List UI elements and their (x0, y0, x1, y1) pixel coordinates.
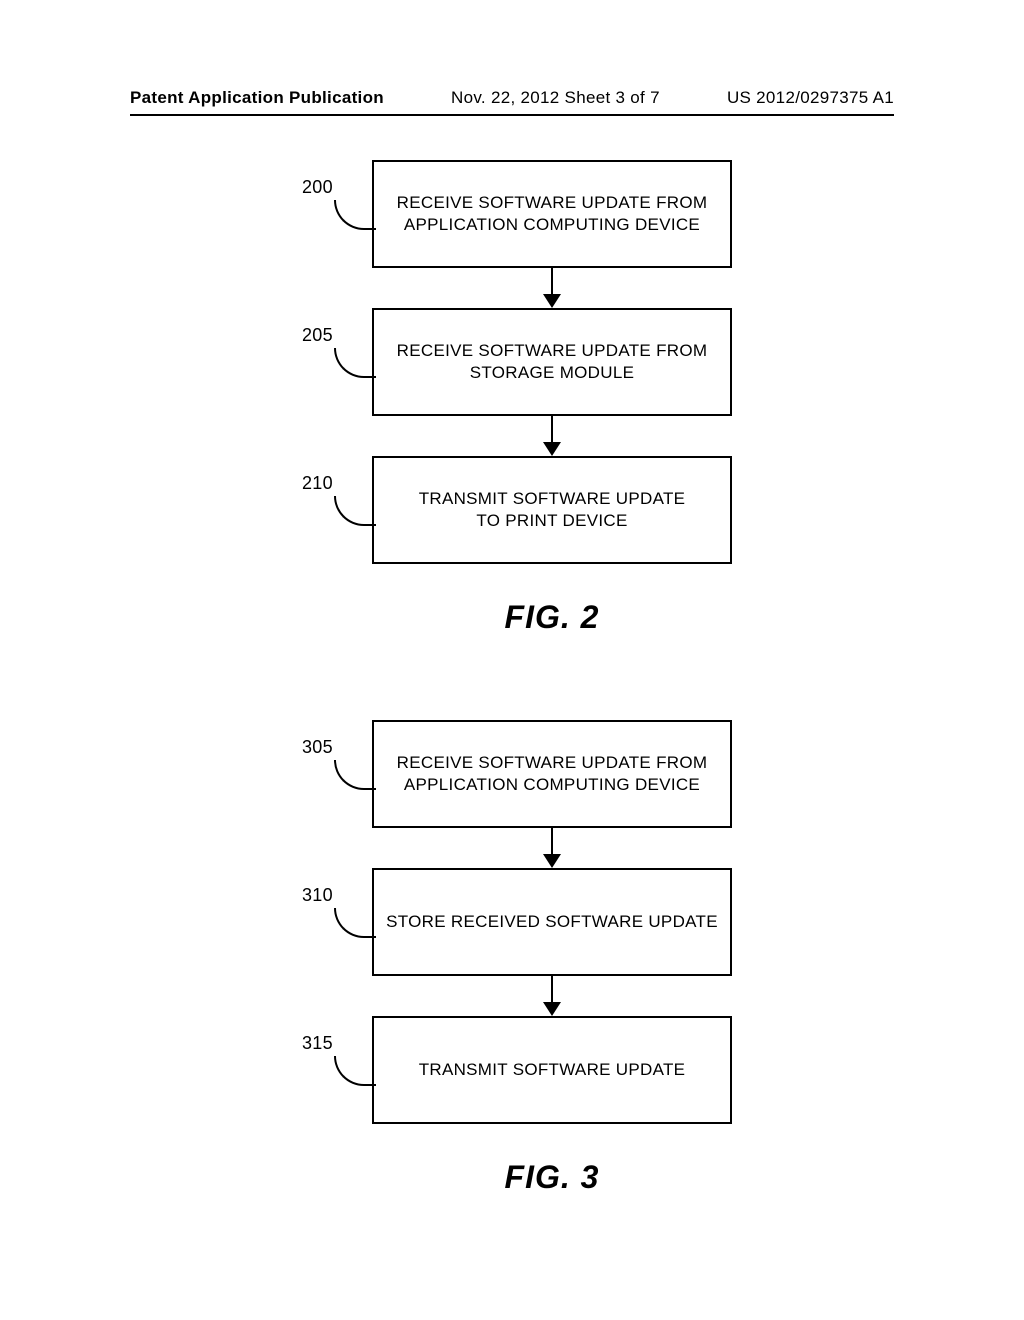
flowchart-box-310: 310 STORE RECEIVED SOFTWARE UPDATE (372, 868, 732, 976)
arrow-head-icon (543, 1002, 561, 1016)
flowchart-box-205: 205 RECEIVE SOFTWARE UPDATE FROM STORAGE… (372, 308, 732, 416)
label-connector (334, 760, 376, 790)
box-text: RECEIVE SOFTWARE UPDATE FROM APPLICATION… (397, 192, 708, 236)
figure-3: 305 RECEIVE SOFTWARE UPDATE FROM APPLICA… (292, 720, 732, 1196)
page-header: Patent Application Publication Nov. 22, … (0, 88, 1024, 108)
figure-2: 200 RECEIVE SOFTWARE UPDATE FROM APPLICA… (292, 160, 732, 636)
label-connector (334, 200, 376, 230)
box-label: 305 (302, 736, 333, 759)
header-divider (130, 114, 894, 116)
arrow-head-icon (543, 442, 561, 456)
box-label: 210 (302, 472, 333, 495)
flowchart-arrow (372, 828, 732, 868)
box-text: STORE RECEIVED SOFTWARE UPDATE (386, 911, 718, 933)
flowchart-box-315: 315 TRANSMIT SOFTWARE UPDATE (372, 1016, 732, 1124)
flowchart-arrow (372, 416, 732, 456)
label-connector (334, 496, 376, 526)
box-label: 205 (302, 324, 333, 347)
box-text: RECEIVE SOFTWARE UPDATE FROM APPLICATION… (397, 752, 708, 796)
box-label: 200 (302, 176, 333, 199)
box-label: 315 (302, 1032, 333, 1055)
flowchart-box-210: 210 TRANSMIT SOFTWARE UPDATE TO PRINT DE… (372, 456, 732, 564)
header-right-text: US 2012/0297375 A1 (727, 88, 894, 108)
flowchart-arrow (372, 268, 732, 308)
figure-2-caption: FIG. 2 (372, 599, 732, 636)
box-text: TRANSMIT SOFTWARE UPDATE (419, 1059, 686, 1081)
header-center-text: Nov. 22, 2012 Sheet 3 of 7 (451, 88, 660, 108)
arrow-head-icon (543, 854, 561, 868)
label-connector (334, 1056, 376, 1086)
box-label: 310 (302, 884, 333, 907)
label-connector (334, 908, 376, 938)
box-text: RECEIVE SOFTWARE UPDATE FROM STORAGE MOD… (397, 340, 708, 384)
box-text: TRANSMIT SOFTWARE UPDATE TO PRINT DEVICE (419, 488, 686, 532)
flowchart-box-200: 200 RECEIVE SOFTWARE UPDATE FROM APPLICA… (372, 160, 732, 268)
arrow-head-icon (543, 294, 561, 308)
flowchart-box-305: 305 RECEIVE SOFTWARE UPDATE FROM APPLICA… (372, 720, 732, 828)
label-connector (334, 348, 376, 378)
header-left-text: Patent Application Publication (130, 88, 384, 108)
figure-3-caption: FIG. 3 (372, 1159, 732, 1196)
flowchart-arrow (372, 976, 732, 1016)
